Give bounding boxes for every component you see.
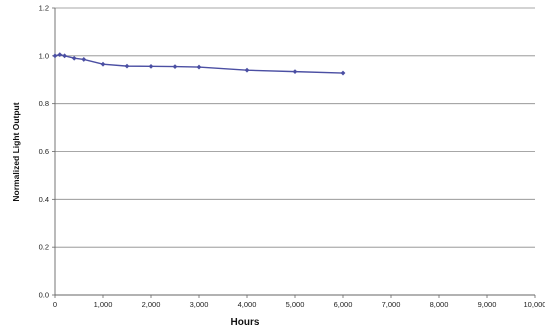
x-tick-label: 8,000 [430,300,449,309]
y-tick-label: 0.8 [39,99,49,108]
data-point [292,69,298,75]
series-line [54,53,344,74]
data-point [196,64,202,70]
y-tick-label: 0.6 [39,147,49,156]
data-point [340,70,346,76]
y-tick-label: 0.2 [39,243,49,252]
y-tick-label: 1.2 [39,4,49,13]
series [52,52,346,76]
gridlines [55,7,535,248]
data-point [124,63,130,69]
data-point [81,57,87,62]
x-tick-label: 3,000 [190,300,209,309]
data-point [57,52,63,58]
y-tick-label: 0.0 [39,291,49,300]
x-tick-label: 4,000 [238,300,257,309]
data-point [52,53,58,59]
x-tick-label: 7,000 [382,300,401,309]
x-tick-label: 6,000 [334,300,353,309]
axes [52,7,536,298]
data-point [244,67,250,73]
data-point [71,55,77,61]
x-tick-label: 10,000 [524,300,545,309]
x-tick-label: 0 [53,300,57,309]
y-tick-label: 0.4 [39,195,49,204]
x-tick-labels: 0 1,000 2,000 3,000 4,000 5,000 6,000 7,000 8,00… [53,300,545,309]
data-point [62,53,67,59]
y-tick-labels: 0.0 0.2 0.4 0.6 0.8 1.0 1.2 [39,4,49,300]
data-point [148,63,154,69]
y-tick-label: 1.0 [39,51,49,60]
x-tick-label: 9,000 [478,300,497,309]
data-point [172,64,178,69]
x-tick-label: 5,000 [286,300,305,309]
y-axis-title: Normalized Light Output [11,102,21,201]
x-axis-title: Hours [231,317,260,328]
x-tick-label: 2,000 [142,300,161,309]
x-tick-label: 1,000 [94,300,113,309]
data-point [100,61,106,67]
